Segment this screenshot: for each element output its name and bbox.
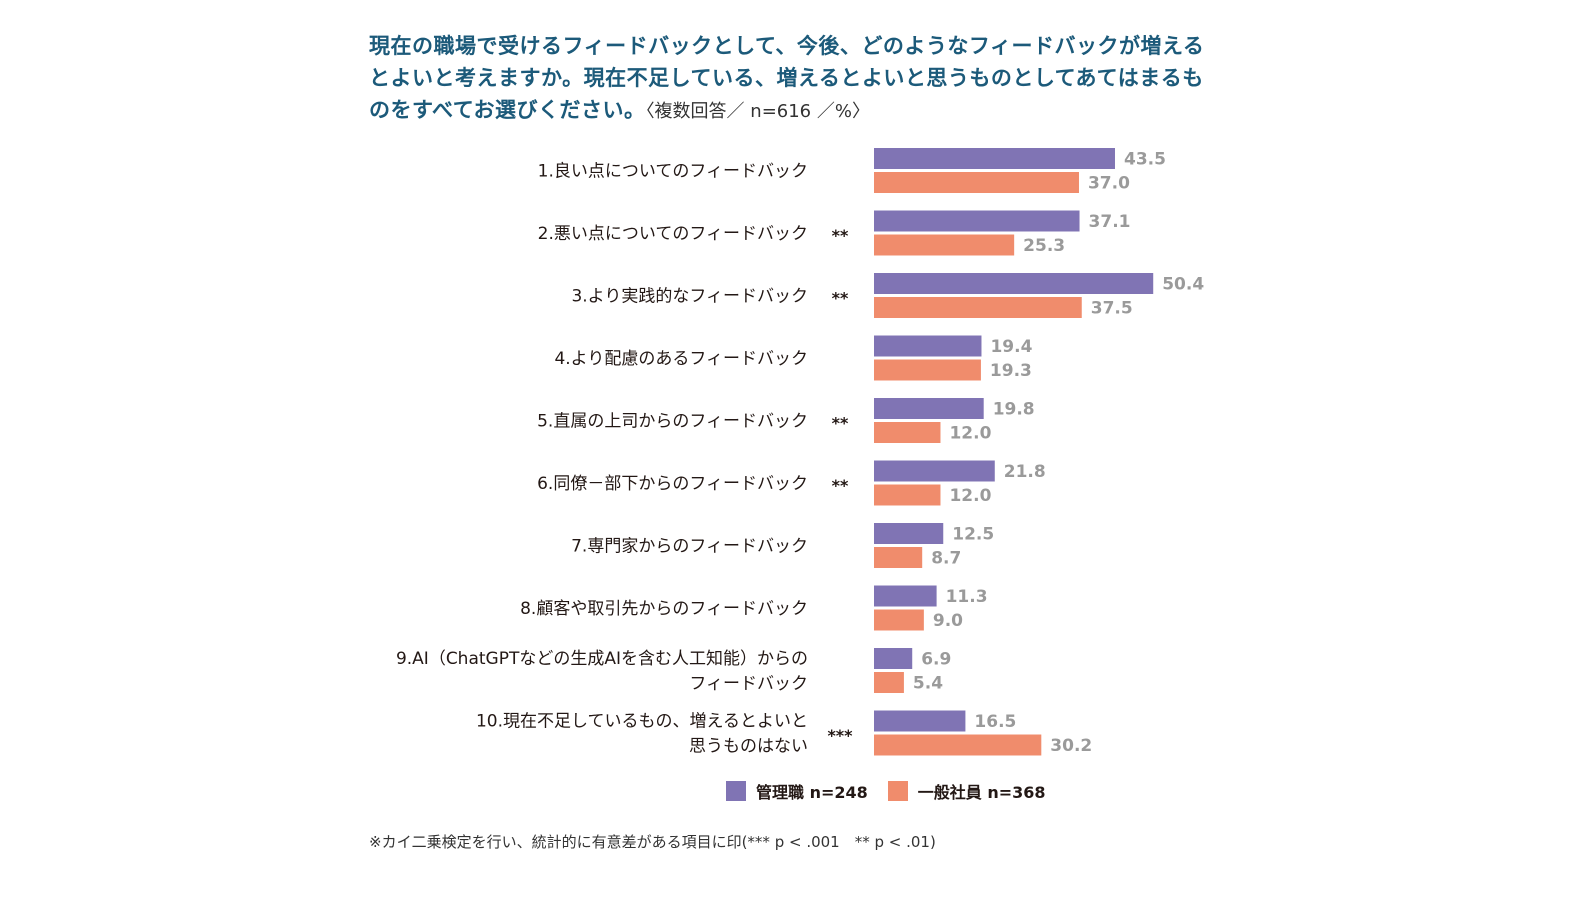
significance-mark: ** bbox=[832, 414, 849, 433]
significance-mark: ** bbox=[832, 289, 849, 308]
category-label: 9.AI（ChatGPTなどの生成AIを含む人工知能）からの bbox=[396, 649, 808, 669]
category-label: 3.より実践的なフィードバック bbox=[571, 287, 808, 307]
bar-employee bbox=[874, 609, 924, 631]
category-label: 思うものはない bbox=[689, 737, 808, 757]
chart-title-note: 〈複数回答／ n=616 ／%〉 bbox=[645, 101, 870, 122]
category-label: フィードバック bbox=[689, 674, 808, 694]
category-label: 7.専門家からのフィードバック bbox=[571, 537, 808, 557]
value-labels: 43.537.037.125.350.437.519.419.319.812.0… bbox=[913, 150, 1204, 757]
significance-marks: *********** bbox=[827, 226, 853, 745]
legend-label-manager: 管理職 n=248 bbox=[756, 783, 868, 802]
bar-employee bbox=[874, 172, 1079, 193]
bars bbox=[874, 148, 1154, 756]
bar-manager bbox=[874, 398, 984, 419]
bar-employee bbox=[874, 484, 941, 506]
value-label-employee: 12.0 bbox=[949, 424, 991, 444]
bar-manager bbox=[874, 273, 1154, 294]
value-label-manager: 50.4 bbox=[1162, 275, 1204, 295]
bar-chart: 1.良い点についてのフィードバック 2.悪い点についてのフィードバック 3.より実践… bbox=[396, 148, 1204, 757]
bar-employee bbox=[874, 734, 1042, 756]
footnote: ※カイ二乗検定を行い、統計的に有意差がある項目に印(*** p < .001 *… bbox=[369, 833, 936, 851]
value-label-manager: 6.9 bbox=[921, 650, 951, 670]
bar-manager bbox=[874, 523, 944, 544]
value-label-manager: 21.8 bbox=[1004, 462, 1046, 482]
value-label-employee: 8.7 bbox=[931, 549, 961, 569]
bar-manager bbox=[874, 148, 1115, 169]
category-label: 10.現在不足しているもの、増えるとよいと bbox=[476, 712, 808, 732]
value-label-employee: 30.2 bbox=[1050, 736, 1092, 756]
bar-employee bbox=[874, 422, 941, 443]
bar-manager bbox=[874, 710, 966, 732]
value-label-manager: 19.4 bbox=[990, 337, 1032, 357]
value-label-manager: 19.8 bbox=[993, 400, 1035, 420]
category-label: 8.顧客や取引先からのフィードバック bbox=[520, 599, 808, 619]
value-label-employee: 19.3 bbox=[990, 361, 1032, 381]
value-label-employee: 37.0 bbox=[1088, 174, 1130, 194]
bar-manager bbox=[874, 585, 937, 607]
value-label-employee: 5.4 bbox=[913, 674, 943, 694]
bar-employee bbox=[874, 547, 923, 568]
category-label: 5.直属の上司からのフィードバック bbox=[537, 412, 808, 432]
legend: 管理職 n=248 一般社員 n=368 bbox=[726, 779, 1066, 803]
bar-employee bbox=[874, 359, 981, 381]
bar-manager bbox=[874, 460, 995, 482]
bar-employee bbox=[874, 234, 1015, 256]
category-label: 4.より配慮のあるフィードバック bbox=[554, 349, 808, 369]
chart-title-main: 現在の職場で受けるフィードバックとして、今後、どのようなフィードバックが増えると… bbox=[369, 34, 1205, 122]
category-label: 1.良い点についてのフィードバック bbox=[538, 162, 808, 182]
bar-employee bbox=[874, 672, 904, 693]
category-label: 6.同僚－部下からのフィードバック bbox=[537, 474, 808, 494]
value-label-manager: 16.5 bbox=[974, 712, 1016, 732]
value-label-manager: 11.3 bbox=[946, 587, 988, 607]
legend-swatch-manager bbox=[726, 781, 746, 801]
legend-item-manager: 管理職 n=248 bbox=[726, 779, 868, 803]
value-label-employee: 25.3 bbox=[1023, 236, 1065, 256]
chart-title: 現在の職場で受けるフィードバックとして、今後、どのようなフィードバックが増えると… bbox=[369, 30, 1209, 128]
value-label-manager: 12.5 bbox=[952, 525, 994, 545]
legend-label-employee: 一般社員 n=368 bbox=[917, 783, 1046, 802]
legend-item-employee: 一般社員 n=368 bbox=[887, 779, 1046, 803]
value-label-manager: 43.5 bbox=[1124, 150, 1166, 170]
significance-mark: *** bbox=[827, 726, 853, 745]
value-label-manager: 37.1 bbox=[1089, 212, 1131, 232]
bar-employee bbox=[874, 297, 1082, 318]
value-label-employee: 37.5 bbox=[1091, 299, 1133, 319]
significance-mark: ** bbox=[832, 476, 849, 495]
bar-manager bbox=[874, 335, 982, 357]
category-labels: 1.良い点についてのフィードバック 2.悪い点についてのフィードバック 3.より実践… bbox=[396, 162, 808, 757]
bar-manager bbox=[874, 210, 1080, 232]
value-label-employee: 12.0 bbox=[949, 486, 991, 506]
value-label-employee: 9.0 bbox=[933, 611, 963, 631]
bar-manager bbox=[874, 648, 913, 669]
category-label: 2.悪い点についてのフィードバック bbox=[538, 224, 808, 244]
significance-mark: ** bbox=[832, 226, 849, 245]
legend-swatch-employee bbox=[887, 781, 908, 801]
